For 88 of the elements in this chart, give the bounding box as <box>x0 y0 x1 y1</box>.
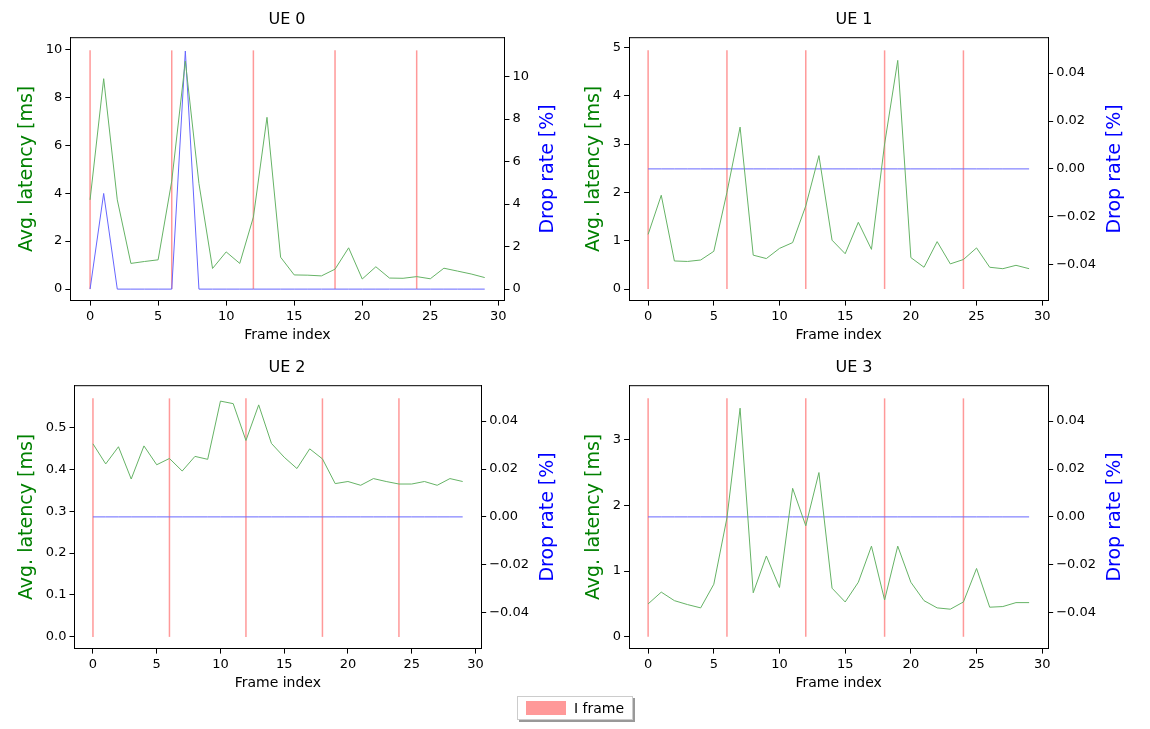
x-tick-label: 20 <box>902 307 920 323</box>
y2-tick-label: 0 <box>512 280 521 296</box>
x-tick-label: 10 <box>771 307 788 323</box>
y2-tick-label: −0.04 <box>489 604 530 620</box>
y2-tick-label: 0.04 <box>1056 64 1086 80</box>
chart-title: UE 2 <box>268 356 306 376</box>
x-tick-label: 25 <box>422 307 439 323</box>
x-tick-label: 30 <box>490 307 507 323</box>
x-tick-label: 25 <box>968 307 985 323</box>
y-tick-label: 4 <box>612 87 622 103</box>
y-tick-label: 0.1 <box>45 586 67 602</box>
y-axis-title: Avg. latency [ms] <box>14 433 37 601</box>
y-tick-label: 1 <box>612 562 622 578</box>
y2-tick-label: 0.04 <box>1056 412 1086 428</box>
x-tick-label: 5 <box>152 655 161 671</box>
y2-tick-label: 2 <box>512 237 521 253</box>
x-tick-label: 20 <box>902 655 920 671</box>
y2-tick-label: 8 <box>512 110 521 126</box>
y-tick-label: 5 <box>612 38 622 54</box>
x-tick-label: 5 <box>709 307 718 323</box>
y2-tick-label: 6 <box>512 152 521 168</box>
chart-title: UE 1 <box>835 8 873 28</box>
x-tick-label: 25 <box>403 655 420 671</box>
x-axis-title: Frame index <box>795 674 882 691</box>
x-tick-label: 30 <box>1033 655 1051 671</box>
y-tick-label: 2 <box>612 496 622 512</box>
x-tick-label: 15 <box>285 307 303 323</box>
y-tick-label: 1 <box>612 232 622 248</box>
x-tick-label: 0 <box>85 307 95 323</box>
y2-tick-label: −0.02 <box>489 556 530 572</box>
y2-axis-title: Drop rate [%] <box>1101 452 1124 582</box>
y-tick-label: 3 <box>612 135 622 151</box>
y2-tick-label: −0.04 <box>1056 604 1097 620</box>
y-axis-title: Avg. latency [ms] <box>581 433 604 601</box>
y-tick-label: 4 <box>54 184 63 200</box>
y2-tick-label: 0.00 <box>489 508 519 524</box>
x-tick-label: 15 <box>836 655 854 671</box>
y2-tick-label: 0.02 <box>489 460 519 476</box>
y2-tick-label: 10 <box>512 67 529 83</box>
y-tick-label: 0.4 <box>45 460 67 476</box>
x-tick-label: 0 <box>88 655 98 671</box>
y2-tick-label: −0.02 <box>1056 208 1097 224</box>
y-tick-label: 2 <box>54 232 63 248</box>
x-tick-label: 25 <box>968 655 985 671</box>
y2-axis-title: Drop rate [%] <box>1101 104 1124 234</box>
x-tick-label: 5 <box>153 307 163 323</box>
x-tick-label: 0 <box>643 655 653 671</box>
y-tick-label: 8 <box>54 88 63 104</box>
x-tick-label: 15 <box>275 655 293 671</box>
y2-tick-label: 0.02 <box>1056 112 1086 128</box>
x-tick-label: 10 <box>771 655 788 671</box>
x-tick-label: 15 <box>836 307 854 323</box>
x-tick-label: 30 <box>1033 307 1051 323</box>
y-tick-label: 3 <box>612 431 622 447</box>
y-tick-label: 0 <box>612 280 622 296</box>
y2-tick-label: 0.00 <box>1056 160 1086 176</box>
y-axis-title: Avg. latency [ms] <box>581 85 604 253</box>
x-tick-label: 10 <box>217 307 235 323</box>
y-tick-label: 10 <box>45 40 63 56</box>
y-tick-label: 0.3 <box>45 502 67 518</box>
y-tick-label: 0.5 <box>45 418 67 434</box>
y2-tick-label: 0.00 <box>1056 508 1086 524</box>
legend-label: I frame <box>573 700 625 716</box>
y-tick-label: 6 <box>54 136 63 152</box>
y-tick-label: 0 <box>54 280 63 296</box>
y2-axis-title: Drop rate [%] <box>534 104 557 234</box>
y2-tick-label: 0.04 <box>489 412 519 428</box>
y2-tick-label: 0.02 <box>1056 460 1086 476</box>
y-tick-label: 2 <box>612 183 622 199</box>
x-tick-label: 10 <box>212 655 229 671</box>
y2-tick-label: 4 <box>512 195 521 211</box>
y-axis-title: Avg. latency [ms] <box>14 85 37 253</box>
x-tick-label: 5 <box>709 655 718 671</box>
x-axis-title: Frame index <box>234 674 322 691</box>
x-axis-title: Frame index <box>795 326 882 343</box>
y2-tick-label: −0.04 <box>1056 256 1097 272</box>
y-tick-label: 0.0 <box>45 628 67 644</box>
y-tick-label: 0.2 <box>45 544 67 560</box>
y2-axis-title: Drop rate [%] <box>534 452 557 582</box>
y-tick-label: 0 <box>612 628 622 644</box>
x-tick-label: 30 <box>467 655 484 671</box>
x-tick-label: 20 <box>353 307 371 323</box>
x-tick-label: 0 <box>643 307 653 323</box>
chart-title: UE 0 <box>268 8 306 28</box>
x-axis-title: Frame index <box>244 326 331 343</box>
x-tick-label: 20 <box>339 655 357 671</box>
y2-tick-label: −0.02 <box>1056 556 1097 572</box>
chart-title: UE 3 <box>835 356 873 376</box>
